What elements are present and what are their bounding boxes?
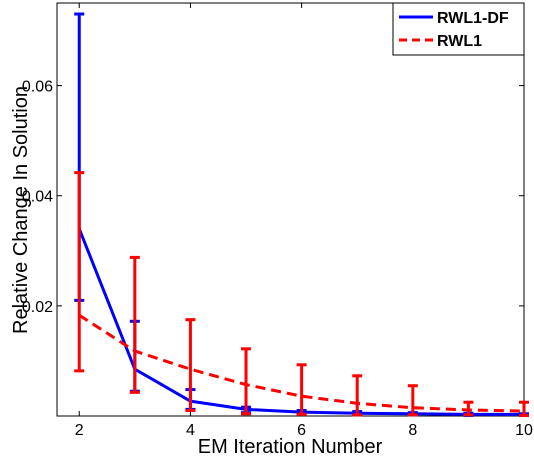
legend-box bbox=[392, 2, 525, 56]
series-line-rwl1 bbox=[78, 313, 525, 413]
legend-label-rwl1-df: RWL1-DF bbox=[437, 10, 509, 27]
series-layer bbox=[74, 12, 529, 417]
x-tick-label: 4 bbox=[186, 422, 195, 439]
legend: RWL1-DF RWL1 bbox=[392, 2, 525, 56]
axis-ticks: 2 4 6 8 10 0.02 0.04 0.06 bbox=[22, 3, 533, 439]
plot-area bbox=[56, 2, 525, 417]
legend-label-rwl1: RWL1 bbox=[437, 33, 482, 50]
x-tick-label: 8 bbox=[408, 422, 417, 439]
x-tick-label: 6 bbox=[297, 422, 306, 439]
y-tick-label: 0.06 bbox=[22, 79, 53, 96]
y-axis-label: Relative Change In Solution bbox=[10, 86, 32, 334]
y-tick-label: 0.04 bbox=[22, 189, 53, 206]
y-tick-label: 0.02 bbox=[22, 299, 53, 316]
x-axis-label: EM Iteration Number bbox=[198, 436, 383, 456]
x-tick-label: 10 bbox=[515, 422, 533, 439]
x-tick-label: 2 bbox=[75, 422, 84, 439]
